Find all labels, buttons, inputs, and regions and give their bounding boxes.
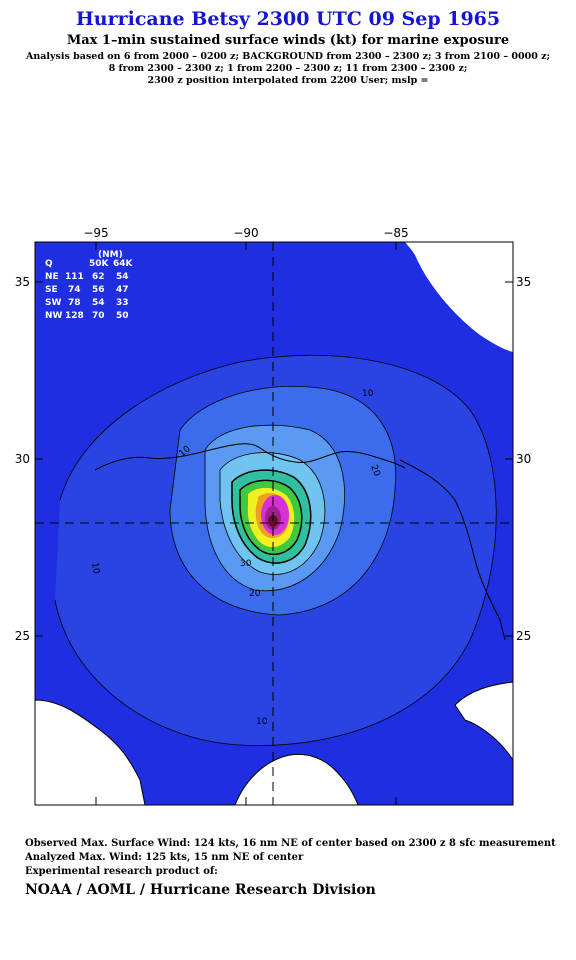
table-cell: 70 xyxy=(92,311,105,321)
land-florida xyxy=(405,242,513,352)
contour-label: 10 xyxy=(89,562,101,575)
analysis-info: Analysis based on 6 from 2000 – 0200 z; … xyxy=(0,51,576,87)
contour-label: 20 xyxy=(249,589,261,599)
table-cell: NE xyxy=(45,272,59,282)
experimental-note: Experimental research product of: xyxy=(25,866,218,877)
contour-lines xyxy=(54,354,497,746)
wind-radii-table: Q (NM) 50K 64K NE 111 62 54 SE 74 56 47 … xyxy=(45,250,134,321)
table-cell: 62 xyxy=(92,272,105,282)
table-cell: 54 xyxy=(92,298,105,308)
analysis-line: Analysis based on 6 from 2000 – 0200 z; … xyxy=(25,51,551,62)
y-tick-right: 35 xyxy=(516,275,531,289)
contour-label: 30 xyxy=(240,559,252,569)
y-tick-right: 30 xyxy=(516,452,531,466)
contour-label: 20 xyxy=(368,464,381,478)
analysis-line: 8 from 2300 – 2300 z; 1 from 2200 – 2300… xyxy=(108,63,468,74)
table-cell: 74 xyxy=(68,285,81,295)
table-header: (NM) xyxy=(98,250,123,260)
wind-map: 10 10 10 20 20 30 10 Q (NM) 50K 64K NE 1… xyxy=(15,226,531,806)
table-cell: 111 xyxy=(65,272,84,282)
x-tick-top: −90 xyxy=(233,226,258,240)
footer-notes: Observed Max. Surface Wind: 124 kts, 16 … xyxy=(25,837,556,879)
table-cell: 128 xyxy=(65,311,84,321)
florida-coast xyxy=(399,459,506,641)
chart-title: Hurricane Betsy 2300 UTC 09 Sep 1965 xyxy=(75,8,501,30)
x-tick-top: −95 xyxy=(83,226,108,240)
chart-subtitle: Max 1–min sustained surface winds (kt) f… xyxy=(66,33,510,48)
land-cuba-yucatan xyxy=(234,753,359,806)
table-cell: 47 xyxy=(116,285,129,295)
table-header: Q xyxy=(45,259,53,269)
table-header: 64K xyxy=(113,259,134,269)
y-tick-left: 25 xyxy=(15,629,30,643)
x-tick-top: −85 xyxy=(383,226,408,240)
y-tick-right: 25 xyxy=(516,629,531,643)
y-tick-left: 35 xyxy=(15,275,30,289)
y-tick-left: 30 xyxy=(15,452,30,466)
land-yucatan xyxy=(34,699,146,806)
table-cell: SW xyxy=(45,298,61,308)
observed-wind: Observed Max. Surface Wind: 124 kts, 16 … xyxy=(25,838,556,849)
contour-label: 10 xyxy=(362,389,374,399)
table-cell: SE xyxy=(45,285,58,295)
analysis-line: 2300 z position interpolated from 2200 U… xyxy=(147,75,429,86)
analyzed-wind: Analyzed Max. Wind: 125 kts, 15 nm NE of… xyxy=(25,852,304,863)
table-cell: 54 xyxy=(116,272,129,282)
table-header: 50K xyxy=(89,259,110,269)
tick-marks xyxy=(35,242,513,805)
us-gulf-coastline xyxy=(94,443,406,471)
table-cell: 50 xyxy=(116,311,129,321)
table-cell: NW xyxy=(45,311,63,321)
table-cell: 33 xyxy=(116,298,129,308)
table-cell: 56 xyxy=(92,285,105,295)
map-frame xyxy=(34,241,514,806)
table-cell: 78 xyxy=(68,298,81,308)
organization: NOAA / AOML / Hurricane Research Divisio… xyxy=(25,882,376,898)
contour-label: 10 xyxy=(256,717,268,727)
